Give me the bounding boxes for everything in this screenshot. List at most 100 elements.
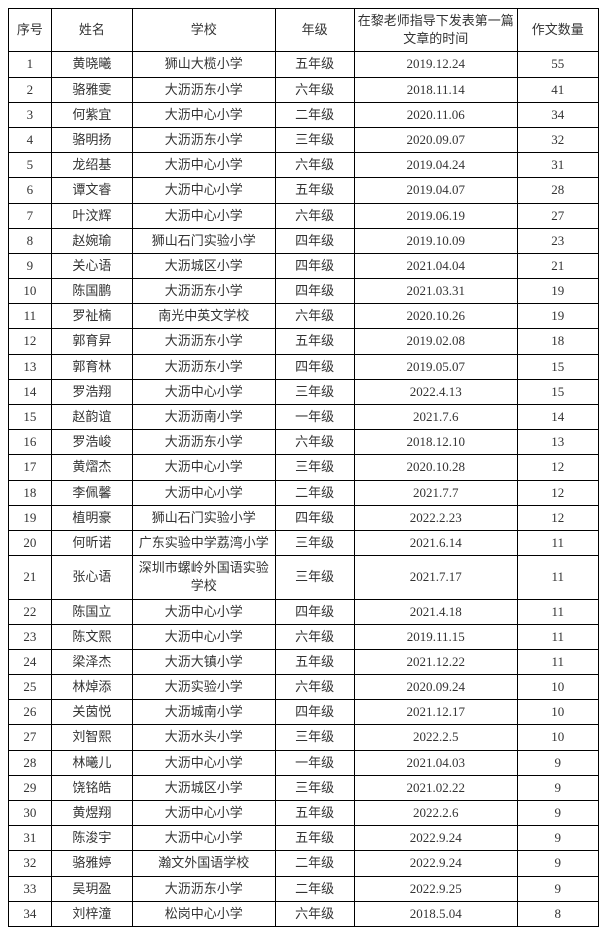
cell-count: 9 — [517, 750, 598, 775]
cell-date: 2020.10.28 — [354, 455, 517, 480]
cell-seq: 15 — [9, 405, 52, 430]
table-row: 7叶汶辉大沥中心小学六年级2019.06.1927 — [9, 203, 599, 228]
cell-school: 大沥中心小学 — [133, 379, 275, 404]
cell-date: 2020.11.06 — [354, 102, 517, 127]
cell-grade: 六年级 — [275, 203, 354, 228]
cell-school: 大沥水头小学 — [133, 725, 275, 750]
cell-school: 大沥中心小学 — [133, 102, 275, 127]
header-school: 学校 — [133, 9, 275, 52]
student-essay-table: 序号 姓名 学校 年级 在黎老师指导下发表第一篇文章的时间 作文数量 1黄晓曦狮… — [8, 8, 599, 927]
cell-date: 2020.09.07 — [354, 127, 517, 152]
cell-count: 8 — [517, 901, 598, 926]
cell-date: 2021.6.14 — [354, 530, 517, 555]
cell-school: 大沥中心小学 — [133, 203, 275, 228]
cell-name: 刘梓潼 — [51, 901, 132, 926]
cell-count: 15 — [517, 379, 598, 404]
cell-school: 狮山石门实验小学 — [133, 228, 275, 253]
cell-grade: 四年级 — [275, 228, 354, 253]
cell-name: 赵婉瑜 — [51, 228, 132, 253]
cell-seq: 14 — [9, 379, 52, 404]
cell-count: 9 — [517, 801, 598, 826]
cell-date: 2021.7.17 — [354, 556, 517, 599]
cell-name: 郭育林 — [51, 354, 132, 379]
cell-school: 狮山大榄小学 — [133, 52, 275, 77]
cell-name: 李佩馨 — [51, 480, 132, 505]
cell-name: 罗祉楠 — [51, 304, 132, 329]
cell-count: 18 — [517, 329, 598, 354]
cell-seq: 6 — [9, 178, 52, 203]
cell-date: 2021.4.18 — [354, 599, 517, 624]
cell-seq: 27 — [9, 725, 52, 750]
cell-name: 骆雅雯 — [51, 77, 132, 102]
table-row: 11罗祉楠南光中英文学校六年级2020.10.2619 — [9, 304, 599, 329]
cell-name: 郭育昇 — [51, 329, 132, 354]
cell-grade: 六年级 — [275, 624, 354, 649]
cell-school: 大沥中心小学 — [133, 624, 275, 649]
table-row: 10陈国鹏大沥沥东小学四年级2021.03.3119 — [9, 279, 599, 304]
cell-grade: 六年级 — [275, 901, 354, 926]
cell-seq: 19 — [9, 505, 52, 530]
cell-name: 林焯添 — [51, 675, 132, 700]
table-row: 23陈文熙大沥中心小学六年级2019.11.1511 — [9, 624, 599, 649]
cell-school: 大沥中心小学 — [133, 599, 275, 624]
table-row: 33吴玥盈大沥沥东小学二年级2022.9.259 — [9, 876, 599, 901]
table-row: 9关心语大沥城区小学四年级2021.04.0421 — [9, 253, 599, 278]
cell-count: 12 — [517, 505, 598, 530]
cell-count: 9 — [517, 775, 598, 800]
cell-school: 大沥中心小学 — [133, 480, 275, 505]
cell-count: 10 — [517, 725, 598, 750]
cell-grade: 二年级 — [275, 102, 354, 127]
cell-date: 2019.10.09 — [354, 228, 517, 253]
cell-seq: 11 — [9, 304, 52, 329]
cell-date: 2019.06.19 — [354, 203, 517, 228]
table-header-row: 序号 姓名 学校 年级 在黎老师指导下发表第一篇文章的时间 作文数量 — [9, 9, 599, 52]
cell-date: 2022.2.6 — [354, 801, 517, 826]
cell-date: 2022.9.25 — [354, 876, 517, 901]
cell-grade: 四年级 — [275, 354, 354, 379]
cell-school: 深圳市螺岭外国语实验学校 — [133, 556, 275, 599]
cell-name: 植明豪 — [51, 505, 132, 530]
table-row: 31陈浚宇大沥中心小学五年级2022.9.249 — [9, 826, 599, 851]
cell-count: 11 — [517, 530, 598, 555]
cell-school: 大沥沥东小学 — [133, 430, 275, 455]
cell-grade: 一年级 — [275, 750, 354, 775]
cell-date: 2019.12.24 — [354, 52, 517, 77]
cell-seq: 30 — [9, 801, 52, 826]
cell-date: 2021.7.7 — [354, 480, 517, 505]
cell-name: 关茵悦 — [51, 700, 132, 725]
cell-school: 大沥沥东小学 — [133, 127, 275, 152]
cell-count: 55 — [517, 52, 598, 77]
cell-seq: 12 — [9, 329, 52, 354]
cell-school: 大沥实验小学 — [133, 675, 275, 700]
cell-name: 骆雅婷 — [51, 851, 132, 876]
cell-grade: 六年级 — [275, 304, 354, 329]
table-row: 32骆雅婷瀚文外国语学校二年级2022.9.249 — [9, 851, 599, 876]
cell-school: 大沥大镇小学 — [133, 649, 275, 674]
cell-name: 龙绍基 — [51, 153, 132, 178]
cell-name: 何紫宜 — [51, 102, 132, 127]
cell-name: 谭文睿 — [51, 178, 132, 203]
cell-date: 2019.04.24 — [354, 153, 517, 178]
cell-count: 12 — [517, 455, 598, 480]
cell-seq: 2 — [9, 77, 52, 102]
cell-grade: 三年级 — [275, 379, 354, 404]
table-row: 15赵韵谊大沥沥南小学一年级2021.7.614 — [9, 405, 599, 430]
cell-count: 19 — [517, 279, 598, 304]
cell-date: 2022.2.5 — [354, 725, 517, 750]
cell-date: 2020.10.26 — [354, 304, 517, 329]
cell-seq: 21 — [9, 556, 52, 599]
table-row: 26关茵悦大沥城南小学四年级2021.12.1710 — [9, 700, 599, 725]
cell-name: 陈国鹏 — [51, 279, 132, 304]
table-row: 17黄熠杰大沥中心小学三年级2020.10.2812 — [9, 455, 599, 480]
cell-school: 大沥中心小学 — [133, 178, 275, 203]
cell-count: 13 — [517, 430, 598, 455]
cell-seq: 28 — [9, 750, 52, 775]
cell-count: 32 — [517, 127, 598, 152]
cell-date: 2021.7.6 — [354, 405, 517, 430]
cell-count: 27 — [517, 203, 598, 228]
cell-grade: 六年级 — [275, 77, 354, 102]
table-row: 27刘智熙大沥水头小学三年级2022.2.510 — [9, 725, 599, 750]
cell-school: 大沥中心小学 — [133, 153, 275, 178]
cell-seq: 31 — [9, 826, 52, 851]
cell-seq: 3 — [9, 102, 52, 127]
